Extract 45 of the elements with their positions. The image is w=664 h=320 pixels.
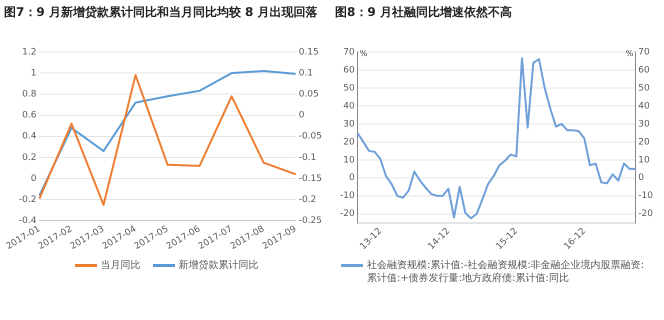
y-tick-label: 0.6 xyxy=(22,110,37,121)
legend-label: 新增贷款累计同比 xyxy=(178,259,258,272)
y-tick-label: 50 xyxy=(343,83,355,94)
chart-title: 图7：9 月新增贷款累计同比和当月同比均较 8 月出现回落 xyxy=(4,4,319,21)
y2-tick-label: 0.15 xyxy=(298,47,319,58)
y-tick-label: 0.4 xyxy=(22,132,37,142)
y2-axis-title: % xyxy=(626,49,634,58)
y-tick-label: 0 xyxy=(30,174,37,184)
chart-title: 图8：9 月社融同比增速依然不高 xyxy=(335,4,513,21)
y2-tick-label: 70 xyxy=(638,47,650,58)
y-tick-label: 60 xyxy=(343,65,355,76)
y-tick-label: 0.8 xyxy=(22,90,37,100)
y-tick-label: -0.4 xyxy=(18,216,37,226)
y2-tick-label: -20 xyxy=(638,209,654,220)
y2-tick-label: 0.1 xyxy=(298,68,314,78)
y2-tick-label: 40 xyxy=(638,101,650,112)
y-tick-label: -10 xyxy=(340,191,355,202)
y2-tick-label: -0.25 xyxy=(298,216,322,226)
y2-tick-label: 0 xyxy=(638,173,644,184)
y-tick-label: 40 xyxy=(343,101,355,112)
y2-tick-label: -0.15 xyxy=(298,174,322,184)
y-tick-label: -0.2 xyxy=(18,194,36,205)
y2-tick-label: 50 xyxy=(638,83,650,94)
y2-tick-label: -0.2 xyxy=(298,194,316,205)
y2-tick-label: 60 xyxy=(638,65,650,76)
y2-tick-label: -0.1 xyxy=(298,152,316,163)
y2-tick-label: -10 xyxy=(638,191,654,202)
y-tick-label: 0 xyxy=(348,173,355,184)
y-tick-label: -20 xyxy=(340,209,355,220)
y-axis-title: % xyxy=(360,49,368,58)
y2-tick-label: 0.05 xyxy=(298,90,319,100)
legend-label: 社会融资规模:累计值:-社会融资规模:非金融企业境内股票融资:累计值:+债券发行量:地方政府债:累计值:同比 xyxy=(367,259,646,285)
y2-tick-label: 30 xyxy=(638,119,650,130)
y-tick-label: 70 xyxy=(343,47,355,58)
y-tick-label: 1 xyxy=(30,68,36,78)
y-tick-label: 1.2 xyxy=(22,47,36,58)
y-tick-label: 30 xyxy=(343,119,355,130)
y2-tick-label: 20 xyxy=(638,137,650,148)
y2-tick-label: 10 xyxy=(638,155,650,166)
y2-tick-label: -0.05 xyxy=(298,132,322,142)
y-tick-label: 10 xyxy=(343,155,355,166)
y-tick-label: 0.2 xyxy=(22,152,36,163)
legend-label: 当月同比 xyxy=(100,259,140,272)
y2-tick-label: 0 xyxy=(298,110,305,121)
y-tick-label: 20 xyxy=(343,137,355,148)
